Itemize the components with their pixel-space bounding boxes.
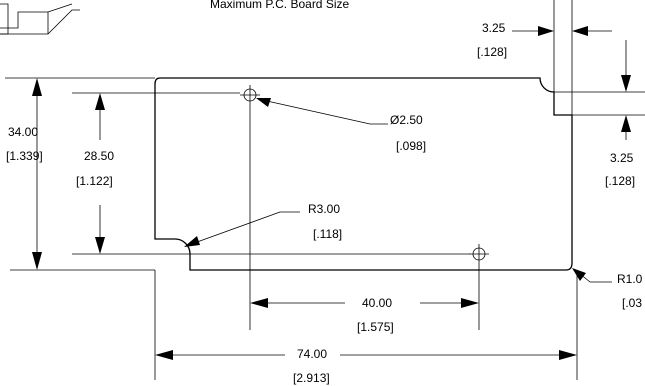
board-outline — [154, 77, 573, 271]
overall-height-mm: 34.00 — [8, 125, 38, 139]
hole-spacing-dimension — [250, 298, 479, 308]
notch-height-mm: 3.25 — [610, 151, 634, 165]
overall-width-dimension — [155, 350, 577, 360]
hole-spacing-in: [1.575] — [357, 320, 394, 334]
hole-height-mm: 28.50 — [84, 149, 114, 163]
hole-diameter-in: [.098] — [396, 139, 426, 153]
corner-radius-mm: R1.0 — [617, 272, 643, 286]
notch-radius-mm: R3.00 — [308, 202, 340, 216]
corner-radius-in: [.03 — [622, 296, 642, 310]
hole-spacing-mm: 40.00 — [362, 296, 392, 310]
notch-width-dimension — [512, 26, 612, 36]
extension-lines — [5, 0, 645, 380]
overall-width-mm: 74.00 — [297, 347, 327, 361]
notch-radius-leader — [184, 211, 300, 247]
corner-radius-leader — [572, 268, 612, 283]
overall-width-in: [2.913] — [293, 371, 330, 385]
notch-radius-in: [.118] — [313, 227, 342, 241]
overall-height-in: [1.339] — [6, 149, 43, 163]
notch-height-in: [.128] — [605, 174, 635, 188]
hole-diameter-leader — [256, 98, 388, 125]
mounting-hole-bottom — [469, 244, 489, 264]
mounting-hole-top — [240, 85, 260, 105]
hole-height-dimension — [95, 93, 105, 254]
notch-width-mm: 3.25 — [482, 21, 506, 35]
notch-height-dimension — [621, 40, 631, 140]
hole-diameter-mm: Ø2.50 — [390, 113, 423, 127]
drawing-title: Maximum P.C. Board Size — [210, 0, 349, 11]
connector-sketch — [0, 3, 80, 35]
hole-height-in: [1.122] — [76, 174, 113, 188]
notch-width-in: [.128] — [477, 45, 507, 59]
overall-height-dimension — [32, 78, 42, 270]
